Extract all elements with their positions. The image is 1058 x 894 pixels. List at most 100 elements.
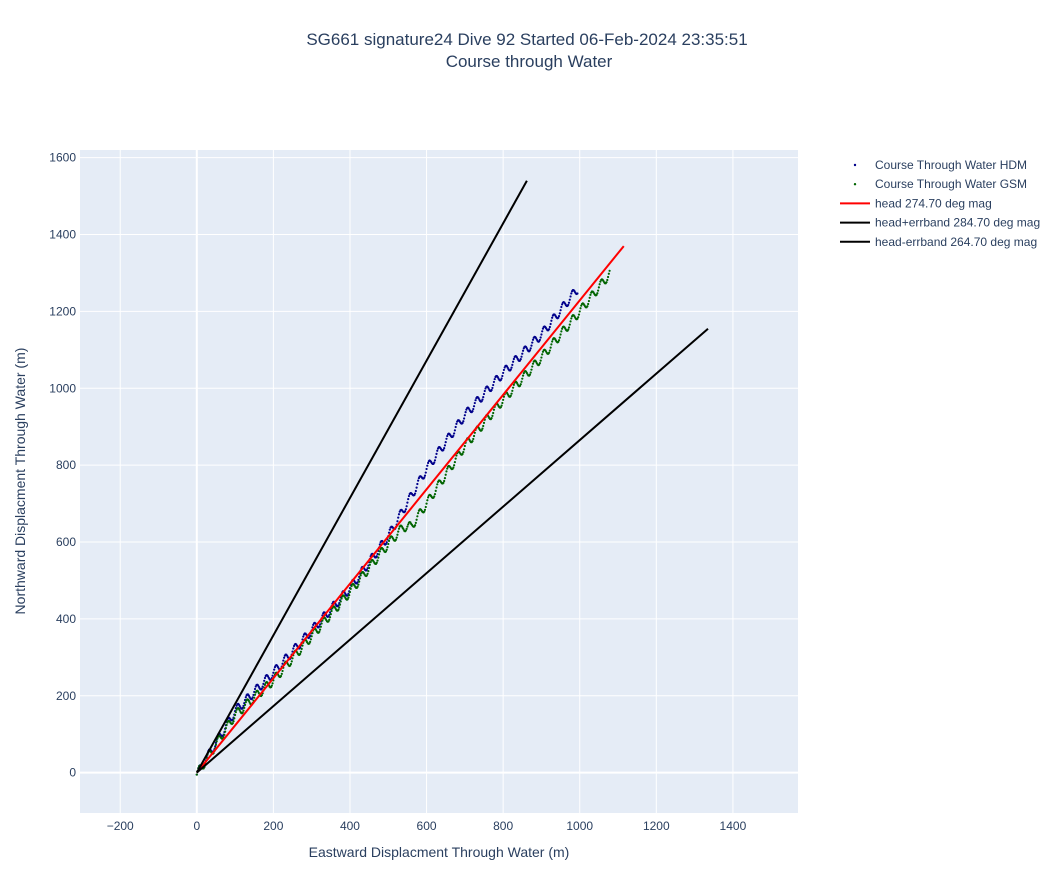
legend-item[interactable]: Course Through Water HDM: [853, 158, 1027, 172]
series-point: [570, 292, 573, 295]
series-point: [231, 718, 234, 721]
series-point: [435, 452, 438, 455]
legend-label: head 274.70 deg mag: [875, 196, 992, 210]
series-point: [445, 437, 448, 440]
series-point: [511, 363, 514, 366]
series-point: [425, 502, 428, 505]
legend[interactable]: Course Through Water HDM Course Through W…: [840, 158, 1040, 249]
series-point: [561, 327, 564, 330]
series-point: [349, 587, 352, 590]
series-point: [242, 709, 245, 712]
series-point: [365, 574, 368, 577]
series-point: [471, 440, 474, 443]
series-point: [490, 388, 493, 392]
series-point: [588, 296, 591, 299]
series-point: [415, 486, 418, 489]
series-point: [253, 696, 256, 699]
series-point: [281, 669, 284, 673]
series-point: [385, 541, 388, 544]
series-point: [300, 647, 303, 650]
series-point: [435, 486, 438, 489]
series-point: [425, 467, 428, 471]
series-point: [501, 401, 504, 405]
y-tick-label: 1600: [49, 151, 76, 165]
series-point: [414, 521, 417, 524]
legend-label: Course Through Water GSM: [875, 177, 1027, 191]
x-tick-label: 400: [340, 819, 360, 833]
series-point: [387, 531, 391, 534]
series-point: [474, 399, 477, 402]
series-point: [404, 529, 407, 532]
series-point: [320, 622, 323, 625]
series-point: [558, 336, 561, 339]
series-point: [279, 674, 283, 678]
series-point: [260, 687, 263, 690]
series-point: [530, 368, 533, 371]
series-point: [551, 316, 554, 319]
series-point: [550, 319, 553, 322]
series-point: [502, 368, 506, 372]
series-point: [330, 609, 333, 613]
series-point: [570, 317, 573, 320]
series-point: [531, 362, 535, 365]
series-point: [567, 301, 571, 304]
series-point: [482, 424, 485, 428]
series-point: [576, 317, 579, 320]
series-point: [521, 374, 525, 377]
series-point: [444, 473, 447, 476]
series-point: [531, 338, 535, 341]
series-point: [291, 657, 294, 660]
series-point: [395, 536, 398, 539]
legend-item[interactable]: head 274.70 deg mag: [840, 196, 992, 210]
series-point: [234, 710, 237, 714]
series-point: [397, 530, 400, 533]
series-point: [558, 312, 561, 315]
series-0: [195, 289, 579, 776]
series-point: [461, 452, 464, 456]
series-point: [455, 422, 458, 425]
series-point: [595, 293, 598, 296]
series-point: [531, 365, 534, 368]
legend-item[interactable]: head-errband 264.70 deg mag: [840, 235, 1037, 249]
series-point: [453, 432, 456, 435]
series-point: [587, 302, 590, 306]
series-point: [569, 320, 572, 323]
series-point: [519, 358, 522, 361]
series-point: [481, 427, 484, 430]
series-point: [577, 316, 580, 319]
series-point: [586, 305, 589, 308]
legend-item[interactable]: Course Through Water GSM: [853, 177, 1027, 191]
series-point: [359, 574, 362, 577]
series-point: [301, 638, 304, 641]
series-point: [310, 635, 313, 638]
series-point: [357, 578, 360, 581]
series-4: [196, 327, 709, 774]
series-point: [482, 392, 486, 396]
tick-labels: −200 0 200 400 600 800 1000 1200 1400 0 200 400 600 8…: [49, 151, 746, 833]
series-point: [426, 499, 429, 502]
series-point: [407, 494, 411, 498]
series-point: [407, 523, 410, 526]
series-point: [423, 476, 426, 479]
series-point: [576, 292, 579, 295]
series-point: [426, 464, 429, 467]
series-point: [444, 441, 447, 444]
y-tick-label: 600: [56, 535, 76, 549]
series-point: [589, 293, 592, 296]
series-point: [462, 417, 466, 420]
series-point: [375, 561, 378, 564]
series-point: [241, 711, 244, 714]
series-point: [358, 580, 361, 583]
series-point: [356, 585, 359, 588]
series-point: [443, 479, 446, 483]
legend-item[interactable]: head+errband 284.70 deg mag: [840, 216, 1040, 230]
series-point: [561, 303, 564, 306]
x-tick-label: 600: [417, 819, 437, 833]
series-point: [271, 682, 274, 685]
series-point: [426, 496, 430, 499]
series-point: [446, 434, 449, 438]
series-point: [224, 730, 227, 733]
series-point: [509, 394, 512, 397]
series-point: [547, 351, 551, 354]
series-point: [243, 706, 246, 709]
